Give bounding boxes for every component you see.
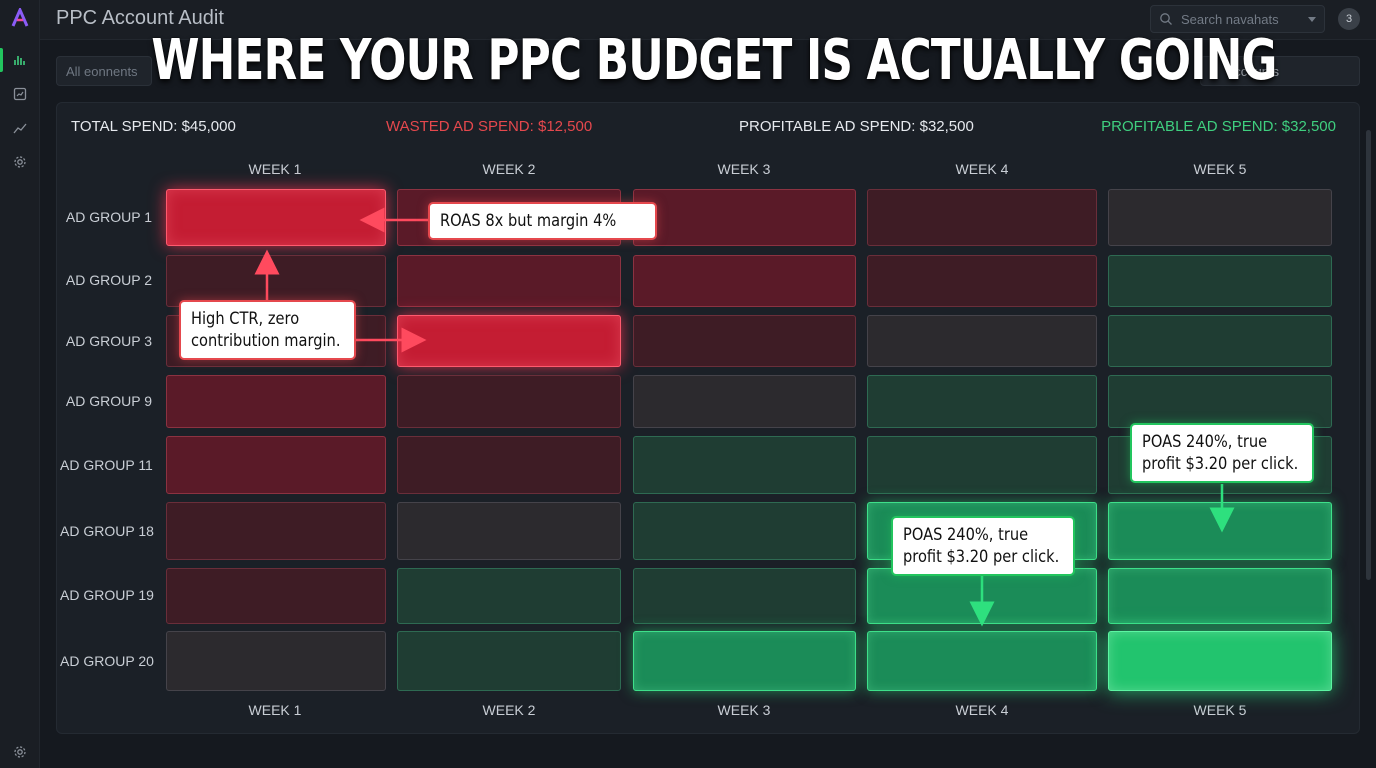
heatmap-cell[interactable]: [397, 436, 621, 494]
heatmap-cell[interactable]: [633, 436, 856, 494]
heatmap-cell[interactable]: [1108, 568, 1332, 624]
ctr-callout: High CTR, zero contribution margin.: [179, 300, 356, 360]
poas-callout-line1: POAS 240%, true: [1142, 432, 1268, 452]
heatmap-cell[interactable]: [633, 375, 856, 428]
ad-group-label: AD GROUP 19: [60, 587, 154, 603]
heatmap-cell[interactable]: [1108, 189, 1332, 246]
heatmap-cell[interactable]: [1108, 255, 1332, 307]
sidebar: [0, 0, 40, 768]
dashboard-icon[interactable]: [10, 84, 30, 104]
accounts-filter-label: accounts: [1227, 64, 1280, 79]
ad-group-label: AD GROUP 18: [60, 523, 154, 539]
heatmap-cell[interactable]: [397, 568, 621, 624]
heatmap-cell[interactable]: [166, 375, 386, 428]
line-chart-icon[interactable]: [10, 118, 30, 138]
week-footer: WEEK 1: [248, 702, 302, 718]
heatmap-cell[interactable]: [397, 502, 621, 560]
chevron-down-icon: [1227, 69, 1235, 74]
heatmap-cell[interactable]: [633, 189, 856, 246]
ad-group-label: AD GROUP 9: [65, 393, 152, 409]
week-footer: WEEK 3: [717, 702, 771, 718]
ad-group-label: AD GROUP 1: [65, 209, 152, 225]
ad-group-label: AD GROUP 2: [65, 272, 152, 288]
ad-group-label: AD GROUP 11: [60, 457, 153, 473]
week-footer: WEEK 5: [1193, 702, 1247, 718]
week-header: WEEK 1: [248, 161, 302, 177]
accounts-filter[interactable]: accounts: [1200, 56, 1360, 86]
heatmap-cell[interactable]: [166, 502, 386, 560]
profitable-ad-spend-highlight: PROFITABLE AD SPEND: $32,500: [1101, 118, 1336, 135]
wasted-ad-spend: WASTED AD SPEND: $12,500: [386, 118, 593, 135]
week-header: WEEK 5: [1193, 161, 1247, 177]
heatmap-cell[interactable]: [1108, 375, 1332, 428]
heatmap-cell[interactable]: [867, 568, 1097, 624]
heatmap-cell[interactable]: [867, 255, 1097, 307]
logo-icon: [10, 6, 30, 28]
notification-badge[interactable]: 3: [1338, 8, 1360, 30]
nav-active-indicator: [0, 48, 3, 72]
heatmap-cell[interactable]: [633, 315, 856, 367]
heatmap-cell[interactable]: [867, 315, 1097, 367]
heatmap-cell[interactable]: [166, 436, 386, 494]
search-placeholder: Search navahats: [1181, 12, 1279, 27]
search-icon: [1159, 12, 1173, 26]
chevron-down-icon: [1308, 17, 1316, 22]
roas-callout: ROAS 8x but margin 4%: [428, 202, 657, 240]
heatmap-cell[interactable]: [1108, 502, 1332, 560]
heatmap-cell[interactable]: [397, 631, 621, 691]
heatmap-cell[interactable]: [867, 436, 1097, 494]
app-title: PPC Account Audit: [56, 7, 224, 29]
settings-icon[interactable]: [10, 152, 30, 172]
ctr-callout-line1: High CTR, zero: [191, 309, 300, 329]
week-header: WEEK 3: [717, 161, 771, 177]
heatmap-cell[interactable]: [1108, 631, 1332, 691]
roas-callout-text: ROAS 8x but margin 4%: [440, 211, 617, 231]
heatmap-cell[interactable]: [397, 375, 621, 428]
ctr-callout-line2: contribution margin.: [191, 331, 341, 351]
top-bar: PPC Account Audit Search navahats 3: [40, 0, 1376, 40]
heatmap-cell[interactable]: [633, 502, 856, 560]
heatmap-cell[interactable]: [867, 189, 1097, 246]
ad-group-label: AD GROUP 3: [65, 333, 152, 349]
poas-callout-line2: profit $3.20 per click.: [903, 547, 1060, 567]
week-header: WEEK 4: [955, 161, 1009, 177]
profitable-ad-spend: PROFITABLE AD SPEND: $32,500: [739, 118, 974, 135]
total-spend: TOTAL SPEND: $45,000: [71, 118, 236, 135]
week-footer: WEEK 2: [482, 702, 536, 718]
settings-icon[interactable]: [10, 742, 30, 762]
heatmap-cell[interactable]: [166, 189, 386, 246]
components-filter[interactable]: All eonnents: [56, 56, 152, 86]
poas-callout-week5: POAS 240%, true profit $3.20 per click.: [1130, 423, 1314, 483]
poas-callout-week4: POAS 240%, true profit $3.20 per click.: [891, 516, 1075, 576]
components-filter-label: All eonnents: [66, 64, 138, 79]
heatmap-cell[interactable]: [166, 631, 386, 691]
poas-callout-line1: POAS 240%, true: [903, 525, 1029, 545]
ad-group-label: AD GROUP 20: [60, 653, 154, 669]
heatmap-cell[interactable]: [397, 315, 621, 367]
headline-overlay: WHERE YOUR PPC BUDGET IS ACTUALLY GOING: [151, 28, 1277, 93]
week-footer: WEEK 4: [955, 702, 1009, 718]
heatmap-cell[interactable]: [397, 255, 621, 307]
week-header: WEEK 2: [482, 161, 536, 177]
bar-chart-icon[interactable]: [10, 50, 30, 70]
heatmap-cell[interactable]: [633, 631, 856, 691]
scrollbar[interactable]: [1366, 130, 1371, 580]
search-input[interactable]: Search navahats: [1150, 5, 1325, 33]
heatmap-cell[interactable]: [633, 255, 856, 307]
heatmap-cell[interactable]: [1108, 315, 1332, 367]
heatmap-cell[interactable]: [867, 631, 1097, 691]
heatmap-cell[interactable]: [166, 568, 386, 624]
heatmap-cell[interactable]: [867, 375, 1097, 428]
heatmap-cell[interactable]: [633, 568, 856, 624]
poas-callout-line2: profit $3.20 per click.: [1142, 454, 1299, 474]
